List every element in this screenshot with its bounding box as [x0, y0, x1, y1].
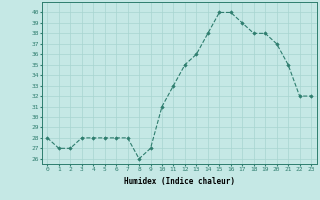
X-axis label: Humidex (Indice chaleur): Humidex (Indice chaleur)	[124, 177, 235, 186]
